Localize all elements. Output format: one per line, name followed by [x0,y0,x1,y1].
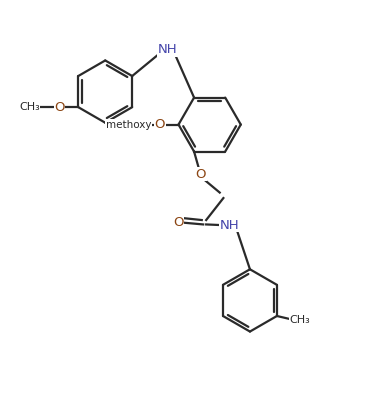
Text: O: O [195,168,206,181]
Text: CH₃: CH₃ [19,102,40,112]
Text: O: O [54,101,65,114]
Text: O: O [173,216,184,229]
Text: NH: NH [220,219,240,232]
Text: NH: NH [158,43,177,56]
Text: methoxy: methoxy [106,120,151,129]
Text: CH₃: CH₃ [289,316,310,325]
Text: O: O [155,118,165,131]
